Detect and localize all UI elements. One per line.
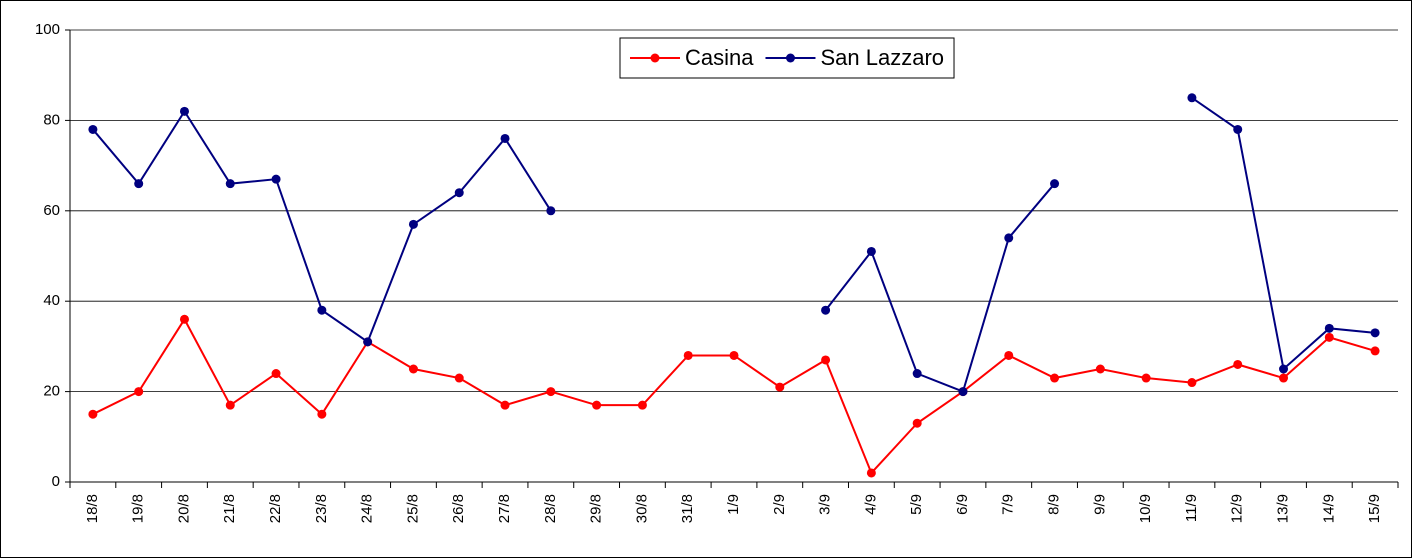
data-point [1370, 346, 1380, 356]
data-point [134, 179, 144, 189]
data-point [454, 188, 464, 198]
data-point [1279, 373, 1289, 383]
data-point [408, 364, 418, 374]
x-tick-label: 30/8 [633, 494, 650, 523]
data-point [1279, 364, 1289, 374]
legend-label: Casina [685, 45, 754, 70]
data-point [88, 124, 98, 134]
data-point [500, 400, 510, 410]
y-tick-label: 20 [43, 383, 60, 400]
data-point [866, 468, 876, 478]
data-point [729, 350, 739, 360]
y-tick-label: 0 [52, 473, 60, 490]
data-point [912, 418, 922, 428]
data-point [912, 369, 922, 379]
data-point [1050, 179, 1060, 189]
x-tick-label: 18/8 [84, 494, 101, 523]
data-point [775, 382, 785, 392]
x-tick-label: 14/9 [1320, 494, 1337, 523]
x-tick-label: 31/8 [679, 494, 696, 523]
x-tick-label: 2/9 [771, 494, 788, 515]
legend: Casina San Lazzaro [619, 37, 955, 79]
x-tick-label: 25/8 [404, 494, 421, 523]
x-tick-label: 10/9 [1137, 494, 1154, 523]
data-point [1004, 233, 1014, 243]
x-tick-label: 3/9 [817, 494, 834, 515]
x-tick-label: 23/8 [313, 494, 330, 523]
x-tick-label: 11/9 [1183, 494, 1200, 522]
x-tick-label: 29/8 [588, 494, 605, 523]
data-point [271, 174, 281, 184]
data-point [683, 350, 693, 360]
data-point [1050, 373, 1060, 383]
data-point [821, 305, 831, 315]
legend-marker [650, 53, 660, 63]
x-tick-label: 12/9 [1229, 494, 1246, 523]
x-tick-label: 24/8 [359, 494, 376, 523]
data-point [454, 373, 464, 383]
y-tick-label: 60 [43, 202, 60, 219]
x-tick-label: 19/8 [130, 494, 147, 523]
x-tick-label: 5/9 [908, 494, 925, 515]
data-point [1370, 328, 1380, 338]
data-point [1141, 373, 1151, 383]
x-tick-label: 9/9 [1091, 494, 1108, 515]
data-point [88, 409, 98, 419]
data-point [1187, 93, 1197, 103]
data-point [317, 305, 327, 315]
data-point [179, 314, 189, 324]
x-tick-label: 27/8 [496, 494, 513, 523]
data-point [546, 206, 556, 216]
x-tick-label: 1/9 [725, 494, 742, 515]
data-point [546, 387, 556, 397]
data-point [271, 369, 281, 379]
data-point [134, 387, 144, 397]
data-point [637, 400, 647, 410]
data-point [1233, 124, 1243, 134]
y-tick-label: 40 [43, 292, 60, 309]
data-point [1095, 364, 1105, 374]
x-tick-label: 7/9 [1000, 494, 1017, 515]
data-point [958, 387, 968, 397]
data-point [1324, 332, 1334, 342]
y-tick-label: 100 [35, 21, 60, 38]
legend-marker [785, 53, 795, 63]
x-tick-label: 20/8 [175, 494, 192, 523]
y-tick-label: 80 [43, 111, 60, 128]
x-tick-label: 13/9 [1274, 494, 1291, 523]
data-point [179, 106, 189, 116]
x-tick-label: 21/8 [221, 494, 238, 523]
data-point [1324, 323, 1334, 333]
x-tick-label: 22/8 [267, 494, 284, 523]
data-point [1233, 359, 1243, 369]
data-point [1187, 378, 1197, 388]
data-point [225, 400, 235, 410]
x-tick-label: 15/9 [1366, 494, 1383, 523]
data-point [1004, 350, 1014, 360]
x-tick-label: 26/8 [450, 494, 467, 523]
x-tick-label: 4/9 [862, 494, 879, 515]
data-point [408, 219, 418, 229]
data-point [500, 133, 510, 143]
data-point [821, 355, 831, 365]
legend-label: San Lazzaro [820, 45, 944, 70]
x-tick-label: 6/9 [954, 494, 971, 515]
data-point [592, 400, 602, 410]
data-point [363, 337, 373, 347]
data-point [866, 246, 876, 256]
x-tick-label: 28/8 [542, 494, 559, 523]
x-tick-label: 8/9 [1046, 494, 1063, 515]
data-point [225, 179, 235, 189]
data-point [317, 409, 327, 419]
